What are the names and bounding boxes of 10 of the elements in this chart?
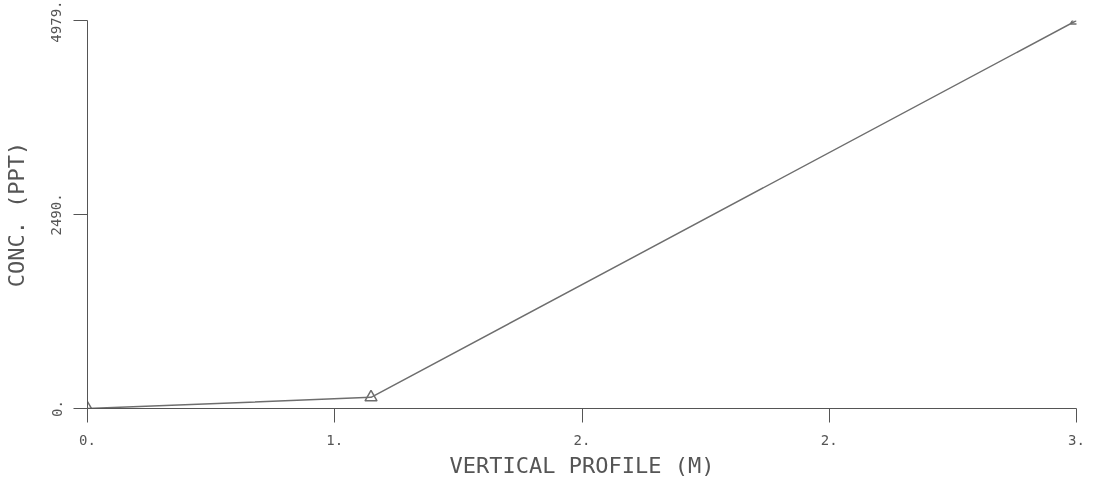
y-tick-label: 2490.: [48, 193, 65, 236]
y-tick-label: 4979.: [48, 0, 65, 43]
x-tick-label: 0.: [79, 431, 96, 448]
x-tick-label: 3.: [1068, 431, 1085, 448]
x-axis-title: VERTICAL PROFILE (M): [449, 452, 715, 478]
y-axis-title: CONC. (PPT): [3, 141, 29, 288]
x-tick-label: 1.: [326, 431, 344, 448]
x-tick-label: 2.: [820, 431, 838, 448]
y-tick-label: 0.: [48, 400, 65, 417]
x-tick-label: 2.: [573, 431, 591, 448]
